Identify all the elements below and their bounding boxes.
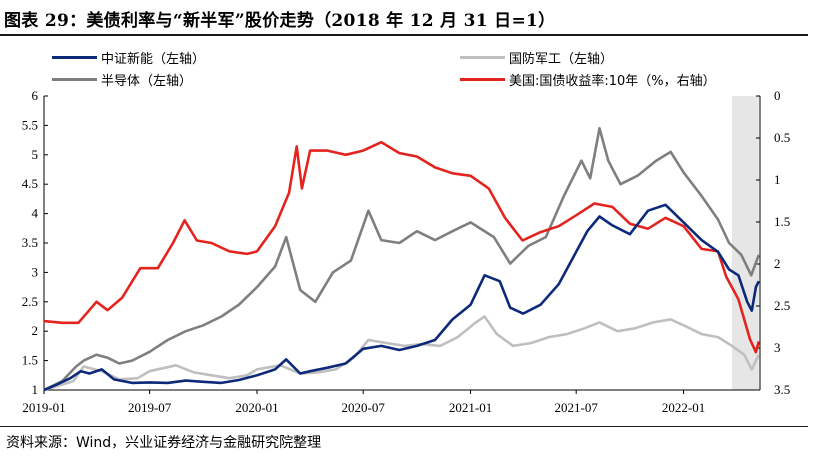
y-left-tick-label: 5: [32, 147, 39, 162]
series-line-0: [43, 203, 760, 392]
series-line-2: [43, 127, 761, 392]
y-right-tick-label: 0: [774, 88, 781, 103]
x-tick-label: 2022-01: [662, 400, 705, 415]
y-right-tick-label: 2.5: [774, 298, 790, 313]
x-tick-label: 2021-01: [449, 400, 492, 415]
x-tick-label: 2019-07: [128, 400, 172, 415]
legend-item-us10y: 美国:国债收益率:10年（%，右轴）: [460, 70, 716, 89]
y-left-tick-label: 6: [32, 88, 39, 103]
series-line-3: [43, 140, 761, 354]
y-right-tick-label: 3: [774, 340, 781, 355]
y-left-tick-label: 2.5: [22, 294, 38, 309]
y-left-tick-label: 3.5: [22, 235, 38, 250]
y-left-tick-label: 4: [32, 206, 39, 221]
legend-label: 国防军工（左轴）: [509, 52, 614, 67]
legend-swatch: [52, 56, 97, 59]
series-line-1: [43, 315, 760, 392]
y-right-tick-label: 1: [774, 172, 781, 187]
legend-label: 中证新能（左轴）: [101, 52, 206, 67]
y-right-tick-label: 3.5: [774, 382, 790, 397]
x-tick-label: 2021-07: [555, 400, 599, 415]
legend-label: 美国:国债收益率:10年（%，右轴）: [509, 74, 716, 89]
y-left-tick-label: 5.5: [22, 117, 38, 132]
legend-swatch: [460, 56, 505, 59]
y-right-tick-label: 0.5: [774, 130, 790, 145]
y-left-tick-label: 4.5: [22, 176, 38, 191]
legend-swatch: [460, 78, 505, 81]
legend-item-new-energy: 中证新能（左轴）: [52, 48, 205, 67]
x-tick-label: 2020-01: [235, 400, 278, 415]
legend-item-defense: 国防军工（左轴）: [460, 48, 613, 67]
source-rule: [0, 426, 808, 427]
y-left-tick-label: 1.5: [22, 353, 38, 368]
chart-title: 图表 29：美债利率与“新半军”股价走势（2018 年 12 月 31 日=1）: [4, 11, 556, 31]
legend-label: 半导体（左轴）: [101, 74, 193, 89]
y-left-tick-label: 1: [32, 382, 39, 397]
x-tick-label: 2019-01: [22, 400, 65, 415]
x-tick-label: 2020-07: [342, 400, 386, 415]
y-left-tick-label: 3: [32, 264, 39, 279]
y-left-tick-label: 2: [32, 323, 39, 338]
shaded-region: [731, 96, 759, 390]
source-note: 资料来源：Wind，兴业证券经济与金融研究院整理: [6, 435, 322, 451]
y-right-tick-label: 1.5: [774, 214, 790, 229]
legend-item-semiconductor: 半导体（左轴）: [52, 70, 192, 89]
y-right-tick-label: 2: [774, 256, 781, 271]
legend-swatch: [52, 78, 97, 81]
title-rule: [0, 34, 808, 36]
